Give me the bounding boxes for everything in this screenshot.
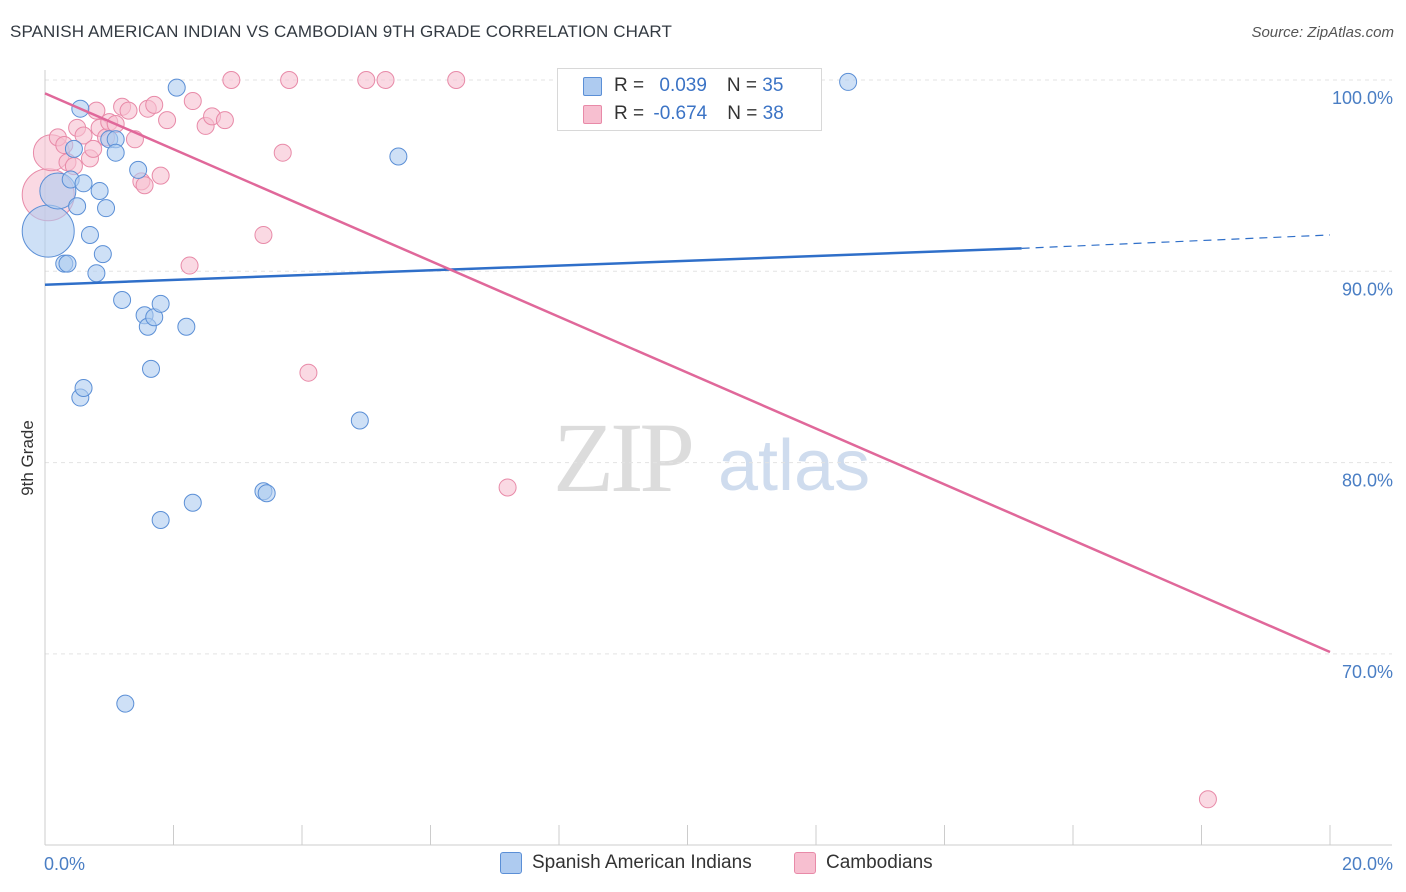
cambodian-point: [180, 256, 199, 275]
legend-row-cambodians: R = -0.674 N = 38: [583, 100, 784, 128]
cambodian-point: [376, 71, 395, 89]
watermark-zip: ZIP: [553, 402, 695, 513]
cambodian-point: [145, 95, 164, 114]
legend-r-value: -0.674: [653, 103, 708, 124]
spanish-american-indian-point: [87, 264, 106, 283]
bottom-legend-spanish-american-indians[interactable]: Spanish American Indians: [500, 852, 752, 874]
cambodian-point: [74, 126, 93, 145]
y-tick-label: 100.0%: [1332, 88, 1393, 108]
cambodian-point: [498, 478, 517, 497]
cambodian-point: [84, 139, 103, 158]
watermark-atlas: atlas: [718, 426, 871, 506]
cambodian-point: [273, 143, 292, 162]
spanish-american-indian-point: [167, 78, 186, 97]
bottom-legend-label: Cambodians: [826, 852, 933, 873]
cambodian-point: [158, 111, 177, 130]
spanish-american-indian-point: [350, 411, 369, 430]
y-axis-label: 9th Grade: [18, 420, 37, 496]
cambodian-point: [215, 111, 234, 130]
cambodian-point: [280, 71, 299, 89]
spanish-american-indian-point: [97, 199, 116, 218]
cambodian-point: [254, 225, 273, 244]
bottom-legend-swatch-blue: [500, 852, 522, 874]
spanish-american-indian-point: [116, 694, 135, 713]
bottom-legend-swatch-pink: [794, 852, 816, 874]
spanish-american-indian-point: [183, 493, 202, 512]
spanish-american-indian-point: [106, 143, 125, 162]
cambodian-point: [135, 176, 154, 195]
spanish-american-indian-point: [64, 139, 83, 158]
cambodian-point: [357, 71, 376, 89]
legend-r-label: R =: [614, 103, 650, 124]
spanish-american-indian-point: [389, 147, 408, 166]
spanish-american-indian-point: [90, 181, 109, 200]
x-tick-label: 20.0%: [1342, 854, 1393, 874]
legend-swatch-pink: [583, 105, 602, 124]
blue-trend-line: [44, 247, 1022, 286]
spanish-american-indian-point: [74, 378, 93, 397]
blue-trend-extension: [1021, 234, 1331, 249]
spanish-american-indian-point: [80, 225, 99, 244]
legend-r-value: 0.039: [659, 75, 707, 96]
spanish-american-indian-point: [151, 510, 170, 529]
cambodian-point: [222, 71, 241, 89]
legend-n-label: N =: [727, 103, 763, 124]
cambodian-point: [299, 363, 318, 382]
y-tick-label: 80.0%: [1342, 471, 1393, 491]
spanish-american-indian-point: [68, 197, 87, 216]
y-tick-label: 90.0%: [1342, 279, 1393, 299]
correlation-legend: R = 0.039 N = 35 R = -0.674 N = 38: [557, 68, 822, 131]
legend-row-spanish-american-indians: R = 0.039 N = 35: [583, 72, 784, 100]
legend-swatch-blue: [583, 77, 602, 96]
cambodian-point: [119, 101, 138, 120]
spanish-american-indian-point: [839, 72, 858, 91]
spanish-american-indian-point: [93, 245, 112, 264]
x-tick-label: 0.0%: [44, 854, 85, 874]
pink-trend-line: [44, 92, 1331, 654]
legend-n-value: 35: [762, 75, 784, 96]
cambodian-point: [151, 166, 170, 185]
spanish-american-indian-point: [74, 174, 93, 193]
chart-title: SPANISH AMERICAN INDIAN VS CAMBODIAN 9TH…: [10, 22, 672, 41]
y-tick-label: 70.0%: [1342, 662, 1393, 682]
cambodian-point: [1198, 790, 1217, 809]
spanish-american-indian-point: [21, 204, 75, 258]
legend-r-label: R =: [614, 75, 650, 96]
legend-n-label: N =: [726, 75, 763, 96]
bottom-legend-label: Spanish American Indians: [532, 852, 752, 873]
cambodian-point: [447, 71, 466, 89]
legend-n-value: 38: [762, 103, 784, 124]
spanish-american-indian-point: [58, 254, 77, 273]
spanish-american-indian-point: [177, 317, 196, 336]
spanish-american-indian-point: [113, 290, 132, 309]
cambodian-point: [183, 92, 202, 111]
source-label: Source: ZipAtlas.com: [1251, 24, 1394, 41]
bottom-legend-cambodians[interactable]: Cambodians: [794, 852, 933, 874]
spanish-american-indian-point: [142, 359, 161, 378]
spanish-american-indian-point: [129, 160, 148, 179]
spanish-american-indian-point: [151, 294, 170, 313]
spanish-american-indian-point: [257, 484, 276, 503]
